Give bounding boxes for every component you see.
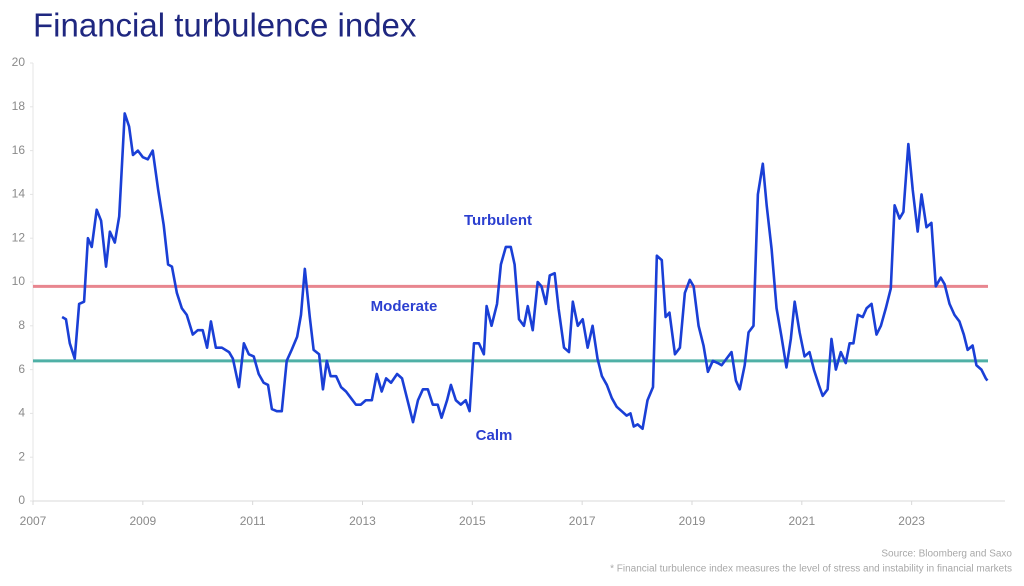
y-tick-label: 14: [12, 187, 26, 201]
y-tick-label: 20: [12, 55, 26, 69]
annotation: Turbulent: [464, 212, 532, 229]
y-tick-label: 18: [12, 99, 26, 113]
x-tick-label: 2023: [898, 514, 925, 528]
y-tick-label: 16: [12, 143, 26, 157]
y-tick-label: 2: [18, 449, 25, 463]
y-tick-label: 12: [12, 230, 26, 244]
data-line: [61, 112, 989, 431]
annotation: Calm: [476, 427, 513, 444]
y-tick-label: 0: [18, 493, 25, 507]
x-tick-label: 2013: [349, 514, 376, 528]
annotation: Moderate: [371, 298, 438, 315]
x-tick-label: 2007: [20, 514, 47, 528]
y-tick-label: 6: [18, 362, 25, 376]
x-tick-label: 2019: [679, 514, 706, 528]
x-tick-label: 2009: [129, 514, 156, 528]
x-tick-label: 2021: [788, 514, 815, 528]
y-tick-label: 8: [18, 318, 25, 332]
x-tick-label: 2017: [569, 514, 596, 528]
x-tick-label: 2011: [240, 514, 266, 528]
chart-title: Financial turbulence index: [33, 7, 417, 44]
footnote: * Financial turbulence index measures th…: [610, 564, 1012, 575]
y-tick-label: 10: [12, 274, 26, 288]
x-tick-label: 2015: [459, 514, 486, 528]
y-tick-label: 4: [18, 406, 25, 420]
source: Source: Bloomberg and Saxo: [881, 549, 1012, 560]
